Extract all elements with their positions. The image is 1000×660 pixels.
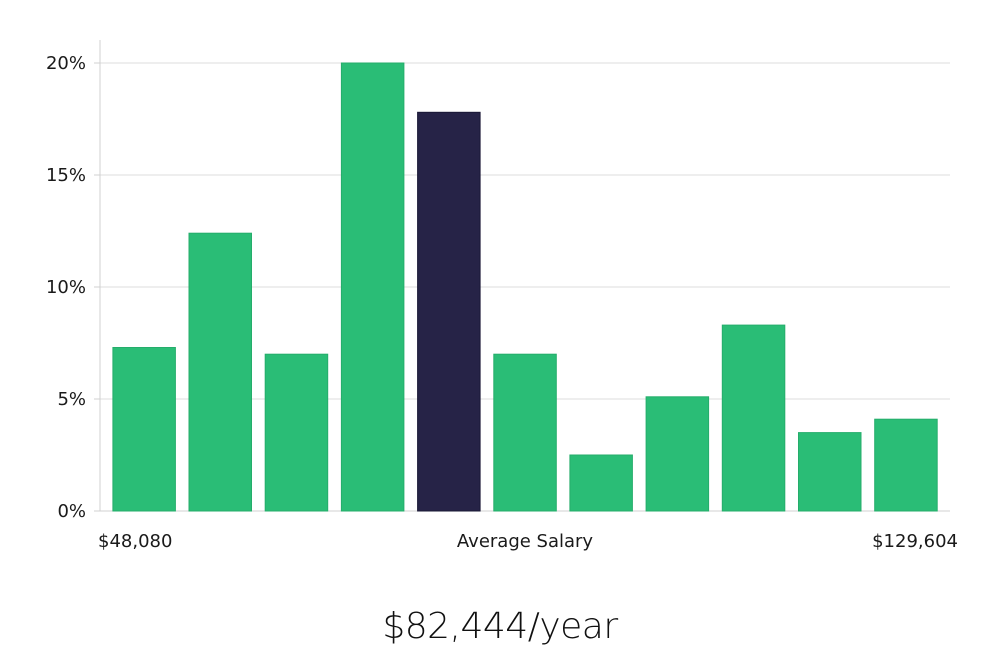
salary-histogram: 0% 5% 10% 15% 20% $48,080 Average Salary $12… bbox=[46, 40, 958, 552]
bar-7 bbox=[645, 396, 710, 512]
y-tick-label-5: 5% bbox=[57, 389, 86, 410]
bar-9 bbox=[798, 432, 862, 512]
y-tick-label-15: 15% bbox=[46, 165, 86, 186]
average-salary-value: $82,444/year bbox=[382, 606, 618, 647]
bar-8 bbox=[721, 324, 786, 512]
bar-0 bbox=[112, 347, 176, 512]
bar-2 bbox=[264, 353, 329, 512]
bars bbox=[112, 62, 938, 512]
y-tick-label-10: 10% bbox=[46, 277, 86, 298]
x-label-max-salary: $129,604 bbox=[872, 531, 958, 552]
x-label-average-salary: Average Salary bbox=[457, 531, 594, 552]
bar-1 bbox=[188, 232, 252, 512]
bar-average-salary bbox=[417, 111, 481, 512]
bar-6 bbox=[569, 454, 633, 512]
y-tick-label-0: 0% bbox=[57, 501, 86, 522]
bar-10 bbox=[874, 418, 938, 512]
y-tick-label-20: 20% bbox=[46, 53, 86, 74]
y-axis-ticks: 0% 5% 10% 15% 20% bbox=[46, 53, 100, 522]
x-label-min-salary: $48,080 bbox=[98, 531, 172, 552]
bar-3 bbox=[340, 62, 405, 512]
bar-5 bbox=[493, 353, 557, 512]
